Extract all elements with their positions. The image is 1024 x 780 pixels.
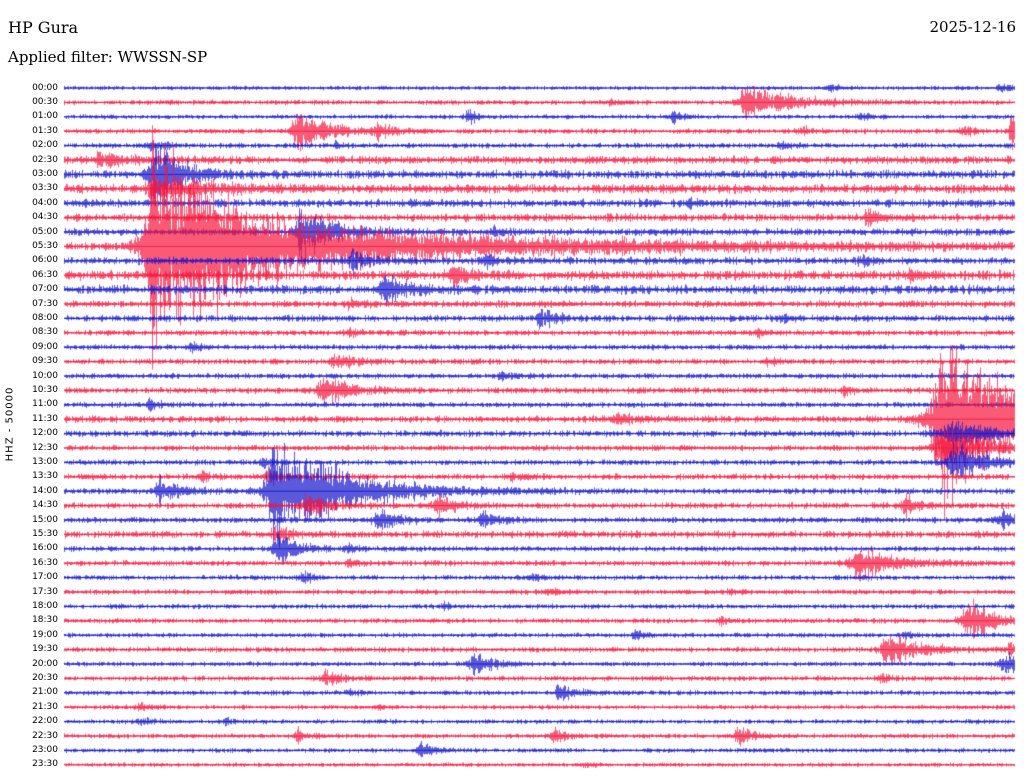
time-label: 05:00 <box>32 226 58 237</box>
time-label: 16:00 <box>32 543 58 554</box>
time-label: 11:00 <box>32 399 58 410</box>
time-label: 02:00 <box>32 140 58 151</box>
time-label: 10:00 <box>32 370 58 381</box>
time-label: 07:30 <box>32 298 58 309</box>
time-label: 14:30 <box>32 500 58 511</box>
time-label: 12:00 <box>32 428 58 439</box>
time-label: 09:30 <box>32 356 58 367</box>
time-label: 06:30 <box>32 269 58 280</box>
time-label: 19:00 <box>32 629 58 640</box>
record-date: 2025-12-16 <box>929 18 1016 36</box>
time-label: 19:30 <box>32 644 58 655</box>
time-label: 13:00 <box>32 456 58 467</box>
time-label: 03:00 <box>32 168 58 179</box>
time-label: 10:30 <box>32 384 58 395</box>
time-label: 01:30 <box>32 125 58 136</box>
time-label: 14:00 <box>32 485 58 496</box>
applied-filter-label: Applied filter: WWSSN-SP <box>8 48 208 66</box>
time-label: 20:30 <box>32 672 58 683</box>
time-label: 23:30 <box>32 759 58 770</box>
time-label: 17:00 <box>32 572 58 583</box>
time-label: 22:00 <box>32 716 58 727</box>
time-label: 12:30 <box>32 442 58 453</box>
time-label: 04:00 <box>32 197 58 208</box>
time-label: 08:00 <box>32 312 58 323</box>
time-label: 00:00 <box>32 82 58 93</box>
time-label: 18:00 <box>32 600 58 611</box>
time-label: 21:00 <box>32 687 58 698</box>
time-label: 18:30 <box>32 615 58 626</box>
time-label: 04:30 <box>32 212 58 223</box>
time-label: 01:00 <box>32 111 58 122</box>
time-label: 09:00 <box>32 341 58 352</box>
time-label: 07:00 <box>32 284 58 295</box>
time-label: 20:00 <box>32 658 58 669</box>
time-label: 05:30 <box>32 240 58 251</box>
time-label: 00:30 <box>32 96 58 107</box>
time-label: 17:30 <box>32 586 58 597</box>
time-label: 16:30 <box>32 557 58 568</box>
time-label: 23:00 <box>32 744 58 755</box>
time-label: 02:30 <box>32 154 58 165</box>
time-label: 06:00 <box>32 255 58 266</box>
time-label: 03:30 <box>32 183 58 194</box>
time-label: 13:30 <box>32 471 58 482</box>
time-label: 08:30 <box>32 327 58 338</box>
time-label: 21:30 <box>32 701 58 712</box>
time-label: 11:30 <box>32 413 58 424</box>
station-name: HP Gura <box>8 18 79 37</box>
time-label: 22:30 <box>32 730 58 741</box>
time-label: 15:00 <box>32 514 58 525</box>
time-label: 15:30 <box>32 528 58 539</box>
